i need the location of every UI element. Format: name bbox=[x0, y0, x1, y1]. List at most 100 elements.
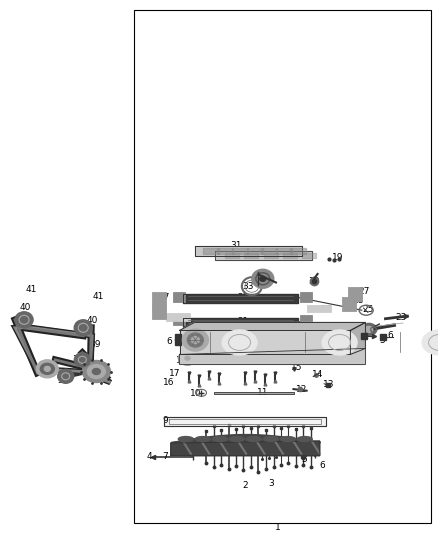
Text: 10: 10 bbox=[190, 389, 201, 398]
Ellipse shape bbox=[297, 437, 312, 441]
Ellipse shape bbox=[252, 269, 274, 288]
Text: 41: 41 bbox=[26, 285, 37, 294]
Text: 40: 40 bbox=[19, 303, 31, 311]
Text: 19: 19 bbox=[332, 253, 343, 262]
Text: 30: 30 bbox=[309, 277, 320, 286]
Text: 25: 25 bbox=[362, 305, 374, 313]
Ellipse shape bbox=[263, 437, 278, 441]
Polygon shape bbox=[164, 417, 326, 426]
Bar bbox=[173, 315, 185, 325]
Ellipse shape bbox=[36, 360, 58, 378]
Ellipse shape bbox=[87, 365, 106, 378]
Ellipse shape bbox=[44, 366, 50, 372]
Polygon shape bbox=[215, 251, 312, 260]
Text: 20: 20 bbox=[233, 346, 244, 355]
Bar bbox=[152, 292, 166, 306]
Text: 6: 6 bbox=[319, 461, 325, 470]
Ellipse shape bbox=[322, 330, 357, 355]
Polygon shape bbox=[276, 248, 292, 254]
Text: 39: 39 bbox=[90, 341, 101, 349]
Text: 26: 26 bbox=[320, 305, 332, 313]
Polygon shape bbox=[180, 349, 365, 365]
Text: 22: 22 bbox=[276, 323, 288, 332]
Text: 28: 28 bbox=[152, 305, 163, 313]
Text: 18: 18 bbox=[176, 356, 187, 365]
Bar bbox=[152, 305, 166, 319]
Text: 4: 4 bbox=[146, 453, 152, 461]
Text: 24: 24 bbox=[367, 325, 378, 334]
Text: 6: 6 bbox=[388, 332, 394, 340]
Ellipse shape bbox=[92, 368, 100, 375]
Ellipse shape bbox=[40, 364, 54, 374]
Text: 8: 8 bbox=[191, 439, 197, 447]
Text: 27: 27 bbox=[359, 287, 370, 295]
Text: 21: 21 bbox=[237, 293, 248, 302]
Text: 40: 40 bbox=[86, 317, 98, 325]
Polygon shape bbox=[183, 294, 298, 303]
Bar bbox=[134, 10, 431, 523]
Ellipse shape bbox=[187, 333, 203, 347]
Ellipse shape bbox=[183, 354, 192, 362]
Ellipse shape bbox=[422, 330, 438, 355]
Ellipse shape bbox=[229, 437, 244, 441]
Text: 23: 23 bbox=[395, 313, 406, 322]
Polygon shape bbox=[171, 441, 320, 456]
Bar bbox=[348, 287, 362, 301]
Polygon shape bbox=[171, 455, 189, 457]
Text: 41: 41 bbox=[92, 293, 104, 301]
Ellipse shape bbox=[182, 329, 208, 351]
Polygon shape bbox=[180, 330, 350, 354]
Text: 5: 5 bbox=[379, 336, 385, 344]
Polygon shape bbox=[350, 322, 365, 354]
Text: 6: 6 bbox=[166, 337, 172, 346]
Ellipse shape bbox=[195, 437, 210, 441]
Polygon shape bbox=[244, 253, 258, 258]
Ellipse shape bbox=[246, 437, 261, 441]
Ellipse shape bbox=[178, 351, 197, 365]
Text: 29: 29 bbox=[343, 329, 354, 337]
Text: 33: 33 bbox=[243, 282, 254, 291]
Bar bbox=[166, 313, 190, 321]
Polygon shape bbox=[232, 248, 248, 254]
Polygon shape bbox=[183, 318, 298, 327]
Ellipse shape bbox=[365, 326, 373, 333]
Text: 27: 27 bbox=[158, 293, 170, 302]
Text: 2: 2 bbox=[243, 481, 248, 489]
Bar bbox=[307, 305, 331, 312]
Text: 17: 17 bbox=[170, 369, 181, 377]
Text: 16: 16 bbox=[163, 378, 174, 387]
Text: 38: 38 bbox=[72, 356, 84, 364]
Text: 12: 12 bbox=[296, 385, 307, 393]
Bar bbox=[173, 292, 185, 302]
Text: 22: 22 bbox=[184, 323, 196, 332]
Text: 4: 4 bbox=[311, 450, 316, 459]
Ellipse shape bbox=[58, 369, 74, 383]
Text: 5: 5 bbox=[301, 455, 307, 464]
Polygon shape bbox=[283, 253, 297, 258]
Polygon shape bbox=[247, 248, 262, 254]
Text: 3: 3 bbox=[268, 480, 275, 488]
Polygon shape bbox=[180, 322, 365, 330]
Ellipse shape bbox=[191, 336, 199, 344]
Bar bbox=[342, 297, 356, 311]
Ellipse shape bbox=[178, 437, 193, 441]
Text: 35: 35 bbox=[96, 371, 107, 379]
Ellipse shape bbox=[260, 276, 266, 281]
Bar bbox=[300, 292, 312, 302]
Text: 14: 14 bbox=[312, 370, 323, 379]
Text: 5: 5 bbox=[209, 337, 215, 346]
Text: 21: 21 bbox=[237, 317, 248, 326]
Text: 26: 26 bbox=[175, 314, 187, 323]
Polygon shape bbox=[217, 248, 233, 254]
Text: 7: 7 bbox=[162, 453, 168, 461]
Ellipse shape bbox=[74, 353, 90, 367]
Ellipse shape bbox=[212, 437, 227, 441]
Polygon shape bbox=[225, 253, 239, 258]
Ellipse shape bbox=[15, 312, 33, 328]
Text: 13: 13 bbox=[323, 381, 334, 389]
Ellipse shape bbox=[185, 356, 190, 360]
Polygon shape bbox=[203, 248, 219, 254]
Bar bbox=[300, 315, 312, 325]
Ellipse shape bbox=[222, 330, 257, 355]
Text: 1: 1 bbox=[275, 523, 281, 532]
